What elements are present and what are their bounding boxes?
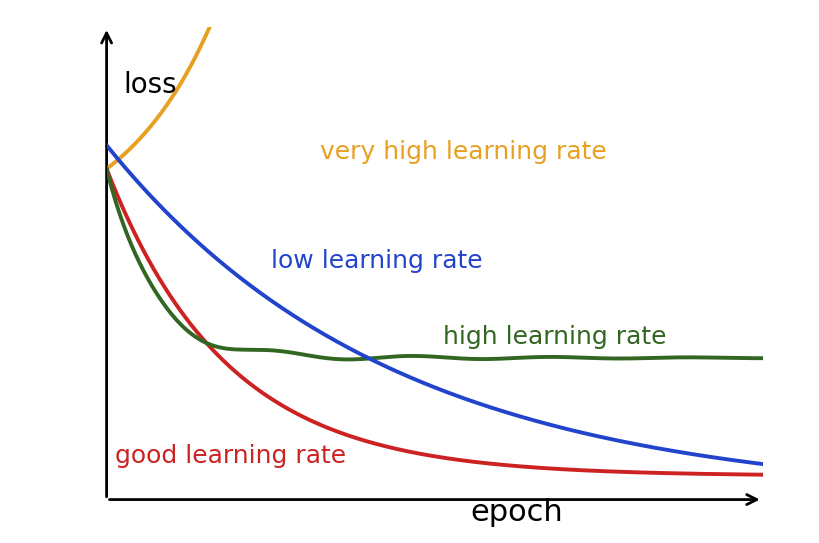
Text: high learning rate: high learning rate [442,325,666,349]
Text: low learning rate: low learning rate [270,249,482,273]
Text: good learning rate: good learning rate [115,444,346,468]
Text: loss: loss [123,71,176,99]
Text: epoch: epoch [469,498,563,527]
Text: very high learning rate: very high learning rate [319,140,606,164]
